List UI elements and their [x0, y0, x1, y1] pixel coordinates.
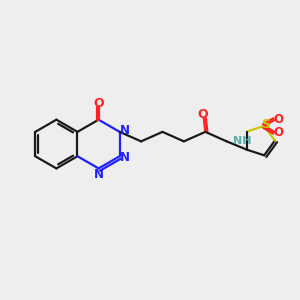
Text: N: N [94, 168, 103, 181]
Text: S: S [261, 118, 270, 131]
Text: N: N [119, 151, 130, 164]
Text: NH: NH [233, 136, 252, 146]
Text: O: O [93, 97, 104, 110]
Text: O: O [274, 126, 284, 139]
Text: O: O [274, 113, 284, 126]
Text: N: N [119, 124, 130, 137]
Text: O: O [197, 107, 208, 121]
